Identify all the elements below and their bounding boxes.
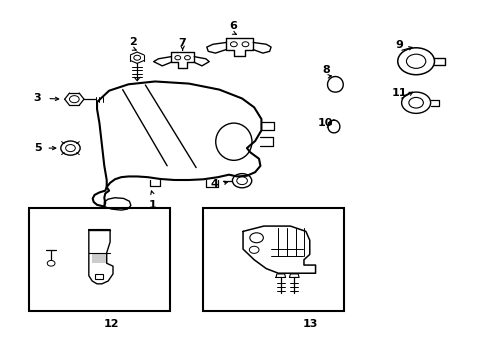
Bar (29, 208, 169, 311)
Text: 1: 1 (148, 200, 156, 210)
Text: 12: 12 (103, 319, 119, 329)
Text: 2: 2 (129, 37, 137, 47)
Bar (95, 274, 103, 279)
Text: 7: 7 (179, 38, 186, 48)
Text: 6: 6 (229, 21, 237, 31)
Text: 3: 3 (34, 94, 41, 103)
Text: 8: 8 (322, 65, 330, 75)
Text: 11: 11 (391, 88, 406, 98)
Bar (203, 208, 343, 311)
Text: 9: 9 (394, 40, 402, 50)
Circle shape (134, 55, 140, 60)
Bar (92, 253, 106, 263)
Text: 4: 4 (210, 179, 218, 189)
Text: 13: 13 (303, 319, 318, 329)
Text: 5: 5 (34, 143, 41, 153)
Text: 10: 10 (317, 118, 333, 128)
